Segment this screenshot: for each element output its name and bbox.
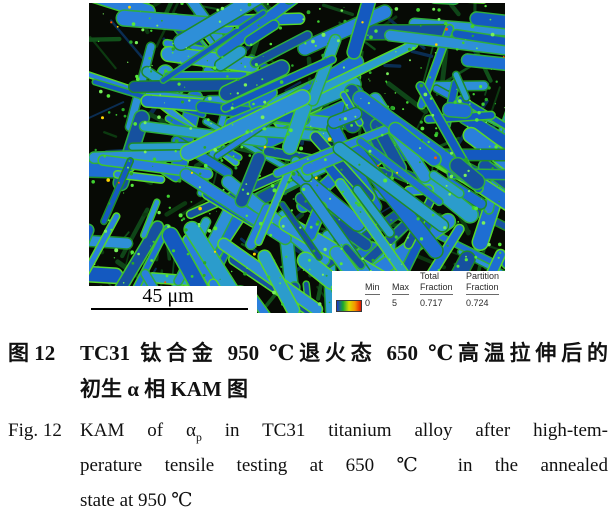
scale-bar-label: 45 μm: [142, 285, 194, 307]
kam-legend: Min 0 Max 5 Total Fraction 0.717 Partiti…: [332, 271, 509, 313]
legend-total-header: Fraction: [420, 282, 453, 295]
caption-en-line3: state at 950 ℃: [80, 490, 193, 511]
caption-en-line1-pre: KAM of α: [80, 420, 196, 441]
caption-en-line1-subscript: p: [195, 430, 202, 444]
caption-en-line1: KAM of αp in TC31 titanium alloy after h…: [80, 413, 608, 448]
legend-max-header: Max: [392, 282, 410, 295]
legend-partition-value: 0.724: [466, 298, 489, 308]
kam-micrograph: [89, 3, 505, 313]
legend-total-value: 0.717: [420, 298, 443, 308]
caption-en-line1-post: in TC31 titanium alloy after high-tem-: [201, 420, 608, 441]
scale-bar-line: [91, 308, 248, 310]
legend-partition-header: Fraction: [466, 282, 499, 295]
caption-zh-line1: TC31 钛合金 950 ℃退火态 650 ℃高温拉伸后的: [80, 341, 608, 365]
legend-min-value: 0: [365, 298, 371, 308]
legend-partition-header-top: Partition: [466, 271, 500, 281]
legend-min-header: Min: [365, 282, 380, 295]
figure-caption-en: Fig. 12 KAM of αp in TC31 titanium alloy…: [8, 413, 608, 518]
caption-en-line2: perature tensile testing at 650 ℃ in the…: [80, 455, 608, 476]
legend-total-header-top: Total: [420, 271, 440, 281]
caption-zh-label: 图 12: [8, 341, 56, 365]
figure-caption-zh: 图 12 TC31 钛合金 950 ℃退火态 650 ℃高温拉伸后的 初生 α …: [8, 335, 608, 407]
legend-max-value: 5: [392, 298, 398, 308]
caption-en-label: Fig. 12: [8, 420, 62, 441]
scale-bar: 45 μm: [89, 285, 257, 313]
legend-colorbar: [336, 300, 362, 312]
caption-zh-line2: 初生 α 相 KAM 图: [80, 377, 249, 401]
